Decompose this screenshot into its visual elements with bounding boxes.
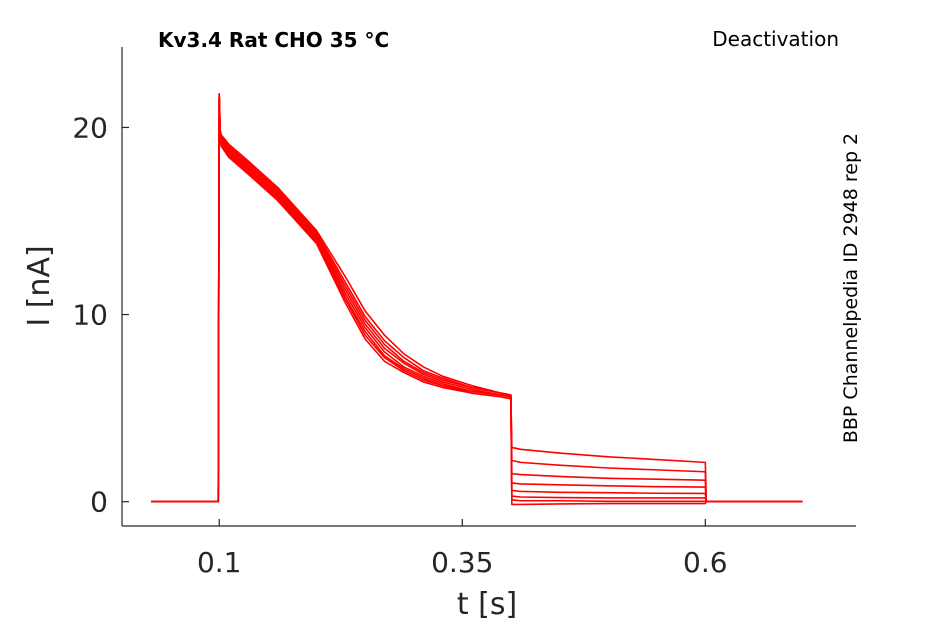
x-tick-label: 0.1 bbox=[197, 546, 242, 579]
current-trace-8 bbox=[151, 98, 803, 506]
current-trace-4 bbox=[151, 94, 803, 503]
y-tick-label: 20 bbox=[72, 111, 108, 144]
y-tick-label: 0 bbox=[90, 486, 108, 519]
current-trace-3 bbox=[151, 94, 803, 503]
y-axis-label: I [nA] bbox=[22, 245, 57, 326]
chart-title: Kv3.4 Rat CHO 35 °C bbox=[158, 28, 389, 52]
y-ticks-group: 0 10 20 bbox=[72, 111, 129, 519]
x-tick-label: 0.6 bbox=[683, 546, 728, 579]
x-tick-label: 0.35 bbox=[431, 546, 493, 579]
x-ticks-group: 0.1 0.35 0.6 bbox=[197, 519, 728, 579]
source-label: BBP Channelpedia ID 2948 rep 2 bbox=[840, 133, 862, 443]
current-trace-7 bbox=[151, 98, 803, 503]
current-trace-6 bbox=[151, 96, 803, 503]
current-trace-2 bbox=[151, 92, 803, 503]
current-trace-1 bbox=[151, 92, 803, 503]
traces-group bbox=[151, 92, 803, 506]
y-tick-label: 10 bbox=[72, 299, 108, 332]
x-axis-label: t [s] bbox=[457, 587, 517, 622]
protocol-label: Deactivation bbox=[712, 27, 839, 51]
